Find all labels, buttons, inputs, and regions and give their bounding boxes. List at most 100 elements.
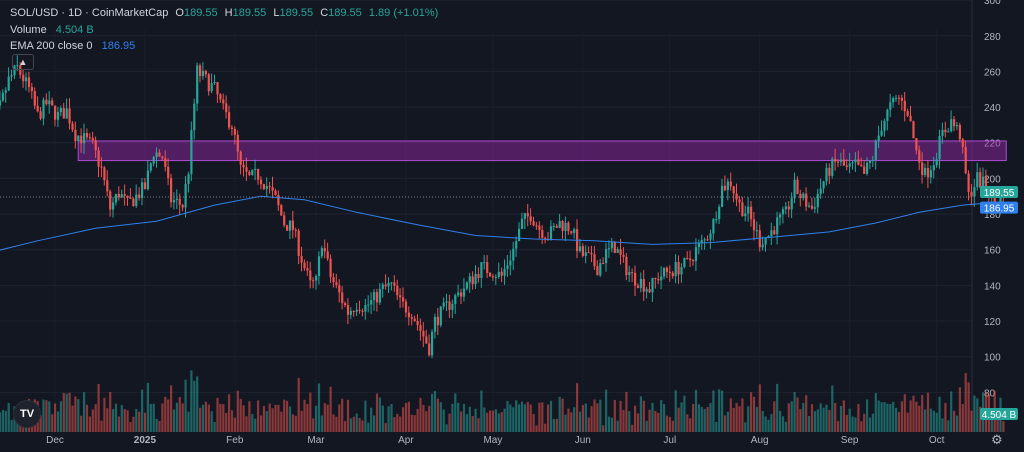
candle-body xyxy=(300,256,303,263)
candle-body xyxy=(306,268,309,271)
candle-body xyxy=(538,225,541,230)
candle-body xyxy=(378,288,381,303)
volume-bar xyxy=(877,400,880,432)
volume-bar xyxy=(808,416,811,432)
volume-bar xyxy=(381,405,384,432)
candle-body xyxy=(663,267,666,277)
candle-body xyxy=(500,271,503,276)
candle-body xyxy=(631,272,634,274)
ema-legend[interactable]: EMA 200 close 0 186.95 xyxy=(10,40,135,52)
volume-bar xyxy=(402,407,405,432)
candle-body xyxy=(752,219,756,231)
volume-bar xyxy=(370,407,373,432)
volume-bar xyxy=(555,418,558,432)
volume-bar xyxy=(622,410,625,432)
candle-body xyxy=(677,262,680,275)
collapse-legend-button[interactable]: ▲ xyxy=(12,54,34,70)
candle-body xyxy=(422,331,425,337)
candle-body xyxy=(944,129,947,133)
candle-body xyxy=(822,181,825,189)
candle-body xyxy=(265,186,268,190)
volume-bar xyxy=(259,415,263,432)
volume-bar xyxy=(605,389,608,432)
volume-bar xyxy=(352,416,355,432)
candle-body xyxy=(668,271,671,273)
volume-bar xyxy=(822,407,825,432)
volume-bar xyxy=(764,416,767,432)
y-tick-label: 140 xyxy=(984,281,1001,292)
volume-bar xyxy=(645,420,648,432)
volume-bar xyxy=(454,393,457,432)
gear-icon[interactable]: ⚙ xyxy=(991,432,1003,447)
volume-bar xyxy=(480,390,483,432)
volume-bar xyxy=(955,415,959,432)
candle-body xyxy=(103,167,106,181)
volume-bar xyxy=(578,411,582,432)
volume-bar xyxy=(175,402,178,432)
candle-body xyxy=(642,279,645,292)
ema-legend-label: EMA 200 close 0 xyxy=(10,40,93,52)
candle-body xyxy=(387,282,390,287)
volume-bar xyxy=(332,414,335,432)
candle-body xyxy=(74,129,77,142)
candle-body xyxy=(526,213,529,217)
candle-body xyxy=(54,105,57,120)
candle-body xyxy=(120,194,123,198)
volume-bar xyxy=(639,396,642,432)
volume-bar xyxy=(187,411,190,432)
volume-bar xyxy=(335,416,338,432)
candle-body xyxy=(207,74,210,92)
volume-bar xyxy=(413,415,416,432)
candle-body xyxy=(755,230,758,232)
y-tick-label: 240 xyxy=(984,103,1001,114)
candle-body xyxy=(953,119,956,127)
volume-bar xyxy=(750,392,753,432)
candle-body xyxy=(384,284,387,287)
volume-bar xyxy=(152,403,155,432)
volume-legend[interactable]: Volume 4.504 B xyxy=(10,24,94,36)
candle-body xyxy=(152,156,155,164)
candle-body xyxy=(85,133,89,138)
tradingview-logo[interactable]: TV xyxy=(13,400,41,428)
volume-bar xyxy=(892,401,895,432)
candle-body xyxy=(718,206,721,220)
volume-bar xyxy=(752,396,756,432)
volume-bar xyxy=(897,412,901,432)
ema-line xyxy=(0,195,1004,251)
candle-body xyxy=(628,272,631,276)
candle-body xyxy=(993,194,996,206)
volume-bar xyxy=(326,404,329,432)
candle-body xyxy=(880,130,883,136)
candle-body xyxy=(610,242,613,249)
candle-body xyxy=(544,237,547,239)
candle-body xyxy=(860,164,863,167)
volume-bar xyxy=(1,409,4,432)
volume-bar xyxy=(996,415,999,432)
candle-body xyxy=(373,292,376,301)
volume-bar xyxy=(709,403,712,432)
candle-body xyxy=(225,103,228,113)
candle-body xyxy=(703,239,706,241)
candle-body xyxy=(605,248,608,264)
candle-body xyxy=(570,231,573,234)
candle-body xyxy=(634,272,637,286)
volume-bar xyxy=(587,417,590,432)
volume-bar xyxy=(520,401,524,432)
candle-body xyxy=(204,70,207,75)
candle-body xyxy=(268,186,271,188)
volume-bar xyxy=(428,405,431,432)
volume-bar xyxy=(929,408,932,432)
candle-body xyxy=(883,120,886,131)
candle-body xyxy=(932,165,935,171)
candle-body xyxy=(346,305,350,315)
volume-bar xyxy=(341,398,344,432)
volume-bar xyxy=(947,420,950,432)
candle-body xyxy=(36,105,39,112)
x-tick-label: Dec xyxy=(46,435,64,446)
volume-bar xyxy=(735,402,738,432)
volume-bar xyxy=(518,404,521,432)
candle-body xyxy=(706,239,709,241)
candle-body xyxy=(329,258,332,278)
y-tick-label: 220 xyxy=(984,139,1001,150)
